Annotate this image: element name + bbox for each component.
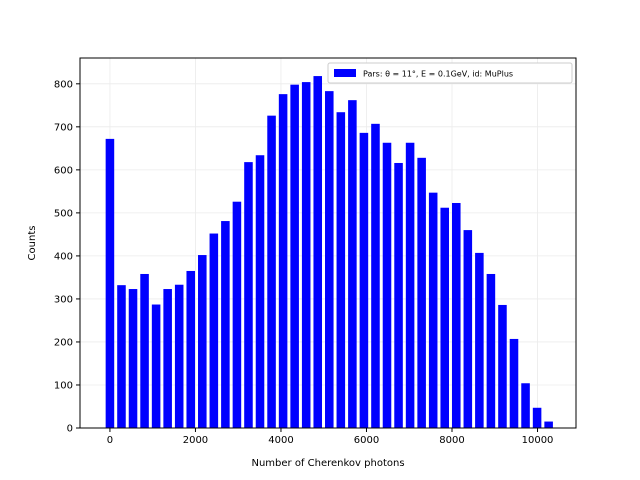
y-tick-label: 800 <box>54 79 73 90</box>
bar <box>198 255 207 428</box>
bar <box>359 132 369 428</box>
bar <box>301 82 311 429</box>
bar <box>290 84 299 429</box>
y-tick-label: 200 <box>54 337 73 348</box>
ticks-layer: 0 2000 4000 6000 8000 10000 0 100 200 300 400 500 60… <box>54 79 554 446</box>
bar <box>348 100 357 429</box>
bar <box>325 91 334 429</box>
bar <box>405 142 415 429</box>
y-tick-label: 500 <box>54 208 73 219</box>
bar <box>255 155 265 429</box>
bar <box>221 221 230 428</box>
bar <box>151 304 161 428</box>
bar <box>486 273 496 428</box>
bar <box>232 201 242 428</box>
bar <box>186 270 196 428</box>
y-tick-label: 700 <box>54 122 73 133</box>
bar <box>336 112 346 429</box>
y-axis-label: Counts <box>27 226 38 261</box>
bar <box>532 407 542 428</box>
plot-frame <box>79 57 577 429</box>
bar <box>244 162 253 428</box>
y-tick-label: 400 <box>54 251 73 262</box>
bar <box>521 383 530 428</box>
bar <box>371 123 380 428</box>
x-tick-label: 2000 <box>183 435 208 446</box>
bar <box>417 157 426 428</box>
bar <box>105 138 115 428</box>
y-tick-label: 300 <box>54 294 73 305</box>
bar <box>117 285 126 428</box>
x-tick-label: 0 <box>107 435 113 446</box>
x-tick-label: 8000 <box>439 435 464 446</box>
bar <box>509 338 519 428</box>
x-tick-label: 10000 <box>522 435 554 446</box>
bar <box>174 284 184 428</box>
bar <box>163 289 172 428</box>
bar <box>394 162 403 428</box>
bar <box>452 202 461 428</box>
y-tick-label: 0 <box>67 424 73 435</box>
x-tick-label: 4000 <box>268 435 293 446</box>
bar <box>475 252 484 428</box>
bar <box>278 94 288 429</box>
x-tick-label: 6000 <box>354 435 379 446</box>
bar <box>382 142 392 429</box>
bar <box>128 289 138 428</box>
bar <box>498 304 507 428</box>
bars-layer <box>105 76 553 429</box>
bar <box>209 233 219 428</box>
x-axis-label: Number of Cherenkov photons <box>251 458 404 469</box>
y-tick-label: 600 <box>54 165 73 176</box>
bar <box>140 273 149 428</box>
bar <box>440 207 450 428</box>
bar <box>428 192 438 428</box>
legend-box <box>327 62 573 84</box>
bar <box>313 76 323 429</box>
bar <box>544 421 553 428</box>
legend-label: Pars: θ = 11°, E = 0.1GeV, id: MuPlus <box>363 70 513 79</box>
legend-swatch <box>334 69 356 77</box>
bar <box>463 230 473 428</box>
y-tick-label: 100 <box>54 380 73 391</box>
legend: Pars: θ = 11°, E = 0.1GeV, id: MuPlus <box>327 62 573 84</box>
bar <box>267 115 276 429</box>
